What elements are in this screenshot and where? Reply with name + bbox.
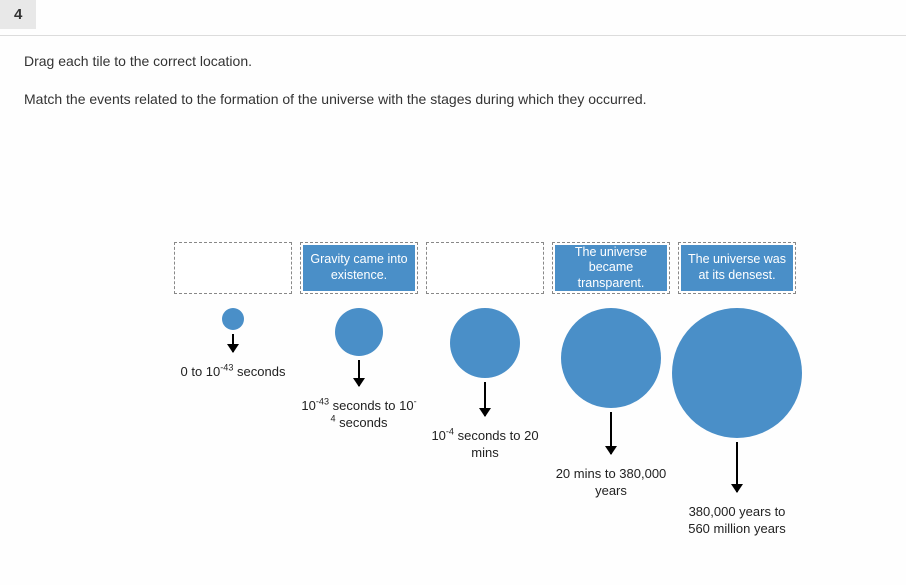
arrow-s1 — [232, 334, 234, 352]
stage-circle-s5 — [672, 308, 802, 438]
stage-label-s1: 0 to 10-43 seconds — [173, 364, 293, 381]
prompt-line: Match the events related to the formatio… — [24, 90, 882, 110]
stage-circle-s2 — [335, 308, 383, 356]
stage-label-s4: 20 mins to 380,000 years — [551, 466, 671, 500]
stage-label-s2: 10-43 seconds to 10-4 seconds — [299, 398, 419, 432]
question-number: 4 — [0, 0, 36, 29]
question-header: 4 — [0, 0, 906, 36]
tile-transparent[interactable]: The universe became transparent. — [555, 245, 667, 291]
arrow-s5 — [736, 442, 738, 492]
tile-densest[interactable]: The universe was at its densest. — [681, 245, 793, 291]
dropzone-s3[interactable] — [426, 242, 544, 294]
instruction-line: Drag each tile to the correct location. — [24, 52, 882, 72]
dropzone-row: Gravity came into existence. The universe… — [174, 242, 796, 294]
stage-circle-s1 — [222, 308, 244, 330]
stage-label-s3: 10-4 seconds to 20 mins — [425, 428, 545, 462]
arrow-s2 — [358, 360, 360, 386]
arrow-s4 — [610, 412, 612, 454]
arrow-s3 — [484, 382, 486, 416]
dropzone-s1[interactable] — [174, 242, 292, 294]
stage-circle-s4 — [561, 308, 661, 408]
stage-circle-s3 — [450, 308, 520, 378]
dropzone-s4[interactable]: The universe became transparent. — [552, 242, 670, 294]
dropzone-s5[interactable]: The universe was at its densest. — [678, 242, 796, 294]
stage-label-s5: 380,000 years to 560 million years — [677, 504, 797, 538]
tile-gravity[interactable]: Gravity came into existence. — [303, 245, 415, 291]
instructions: Drag each tile to the correct location. … — [0, 36, 906, 109]
dropzone-s2[interactable]: Gravity came into existence. — [300, 242, 418, 294]
